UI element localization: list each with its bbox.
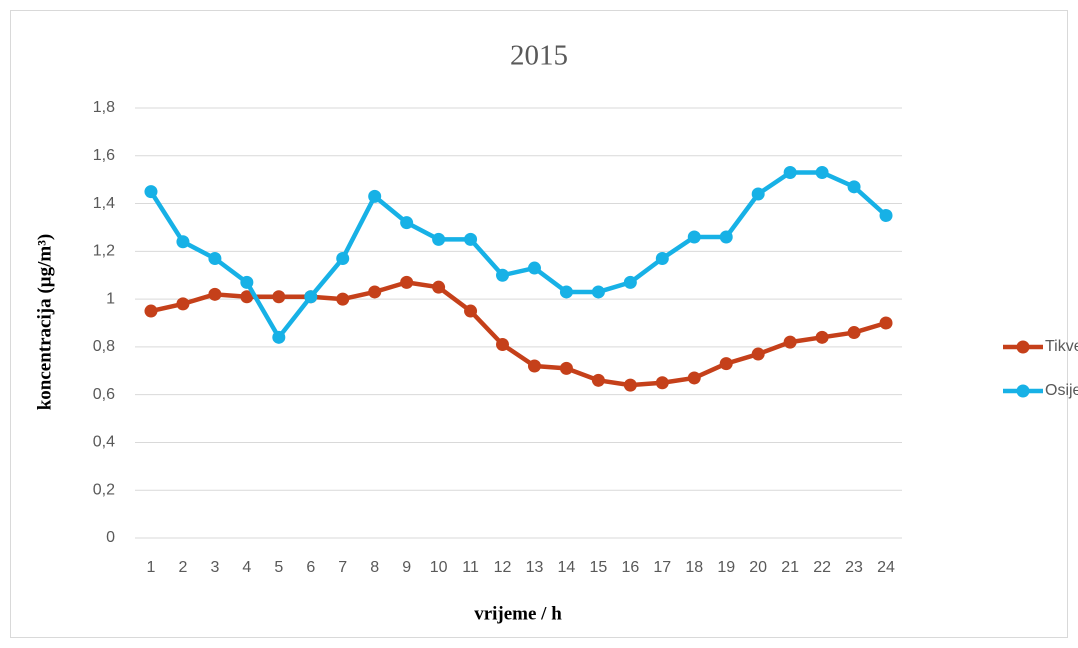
data-point bbox=[655, 252, 669, 265]
y-tick-label: 1 bbox=[106, 290, 115, 307]
data-point bbox=[783, 166, 797, 179]
data-point bbox=[847, 180, 861, 194]
x-tick-label: 22 bbox=[813, 559, 831, 576]
data-point bbox=[336, 292, 350, 306]
data-point bbox=[304, 290, 318, 304]
data-point bbox=[400, 216, 414, 230]
x-tick-label: 10 bbox=[430, 559, 448, 576]
data-point bbox=[879, 209, 893, 222]
x-tick-label: 7 bbox=[338, 559, 347, 576]
data-point bbox=[559, 285, 573, 299]
x-tick-label: 9 bbox=[402, 559, 411, 576]
x-tick-label: 23 bbox=[845, 559, 863, 576]
data-point bbox=[527, 261, 541, 275]
y-tick-label: 0,4 bbox=[93, 434, 115, 451]
data-point bbox=[272, 290, 286, 304]
data-point bbox=[655, 376, 669, 390]
x-tick-label: 21 bbox=[781, 559, 799, 576]
y-tick-label: 0,2 bbox=[93, 481, 115, 498]
x-tick-label: 11 bbox=[462, 559, 479, 576]
x-tick-label: 5 bbox=[274, 559, 283, 576]
legend-marker bbox=[1016, 340, 1030, 354]
x-tick-label: 13 bbox=[526, 559, 544, 576]
y-tick-label: 1,6 bbox=[93, 147, 115, 164]
data-point bbox=[623, 275, 637, 289]
chart-title: 2015 bbox=[510, 40, 568, 72]
data-point bbox=[464, 304, 478, 318]
data-point bbox=[144, 304, 158, 318]
data-point bbox=[879, 316, 893, 330]
data-point bbox=[240, 275, 254, 289]
data-point bbox=[240, 290, 254, 304]
x-tick-label: 8 bbox=[370, 559, 379, 576]
data-point bbox=[432, 232, 446, 246]
data-point bbox=[527, 359, 541, 373]
x-tick-label: 12 bbox=[494, 559, 512, 576]
data-point bbox=[719, 357, 733, 371]
x-tick-label: 17 bbox=[653, 559, 671, 576]
x-tick-label: 6 bbox=[306, 559, 315, 576]
data-point bbox=[368, 189, 382, 203]
y-tick-label: 1,8 bbox=[93, 99, 115, 116]
data-point bbox=[208, 287, 222, 301]
data-point bbox=[751, 187, 765, 201]
data-point bbox=[591, 285, 605, 299]
data-point bbox=[751, 347, 765, 361]
data-point bbox=[176, 297, 190, 311]
data-point bbox=[144, 185, 158, 199]
x-tick-label: 3 bbox=[210, 559, 219, 576]
y-tick-label: 0 bbox=[106, 529, 115, 546]
x-tick-label: 4 bbox=[242, 559, 251, 576]
data-point bbox=[591, 373, 605, 387]
data-point bbox=[272, 330, 286, 344]
data-point bbox=[815, 166, 829, 179]
data-point bbox=[400, 275, 414, 289]
data-point bbox=[176, 235, 190, 249]
legend-label: Osijek bbox=[1045, 382, 1078, 399]
data-point bbox=[719, 230, 733, 244]
data-point bbox=[496, 268, 510, 282]
x-tick-label: 15 bbox=[589, 559, 607, 576]
data-point bbox=[687, 371, 701, 385]
x-axis-label: vrijeme / h bbox=[474, 603, 562, 624]
y-tick-label: 1,2 bbox=[93, 243, 115, 260]
y-tick-label: 0,8 bbox=[93, 338, 115, 355]
data-point bbox=[559, 361, 573, 375]
legend-marker bbox=[1016, 384, 1030, 398]
data-point bbox=[783, 335, 797, 349]
x-tick-label: 14 bbox=[558, 559, 576, 576]
y-tick-label: 0,6 bbox=[93, 386, 115, 403]
x-tick-label: 18 bbox=[685, 559, 703, 576]
x-tick-label: 19 bbox=[717, 559, 735, 576]
data-point bbox=[208, 252, 222, 265]
data-point bbox=[815, 330, 829, 344]
x-tick-label: 1 bbox=[147, 559, 156, 576]
y-tick-label: 1,4 bbox=[93, 195, 115, 212]
data-point bbox=[368, 285, 382, 299]
x-tick-label: 16 bbox=[621, 559, 639, 576]
chart-frame bbox=[10, 10, 1068, 638]
y-axis-label: koncentracija (µg/m³) bbox=[34, 234, 55, 411]
legend-label: Tikveš bbox=[1045, 338, 1078, 355]
data-point bbox=[847, 326, 861, 340]
data-point bbox=[336, 252, 350, 265]
data-point bbox=[464, 232, 478, 246]
x-tick-label: 24 bbox=[877, 559, 895, 576]
data-point bbox=[432, 280, 446, 294]
data-point bbox=[623, 378, 637, 392]
data-point bbox=[687, 230, 701, 244]
x-tick-label: 2 bbox=[178, 559, 187, 576]
x-tick-label: 20 bbox=[749, 559, 767, 576]
data-point bbox=[496, 338, 510, 351]
